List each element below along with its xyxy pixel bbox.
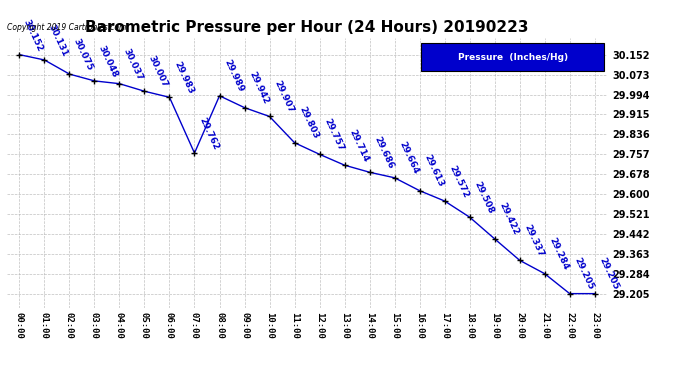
Text: 30.075: 30.075 [72,37,95,72]
Text: 29.942: 29.942 [247,70,270,106]
Text: 29.337: 29.337 [522,223,545,258]
Text: 29.803: 29.803 [297,105,320,141]
Title: Barometric Pressure per Hour (24 Hours) 20190223: Barometric Pressure per Hour (24 Hours) … [86,20,529,35]
Text: Copyright 2019 Cartronics.com: Copyright 2019 Cartronics.com [7,22,126,32]
Text: 29.686: 29.686 [372,135,395,170]
Text: 30.007: 30.007 [147,54,170,89]
Text: 29.907: 29.907 [272,79,295,114]
Text: 29.422: 29.422 [497,201,520,237]
Text: 29.714: 29.714 [347,128,370,163]
Text: 30.037: 30.037 [122,46,145,82]
Text: 29.572: 29.572 [447,164,470,199]
Text: 29.989: 29.989 [222,58,245,94]
Text: 29.613: 29.613 [422,153,445,189]
Text: 30.152: 30.152 [22,18,45,53]
Text: 29.284: 29.284 [547,236,570,272]
Text: 30.048: 30.048 [97,44,119,79]
Text: 29.983: 29.983 [172,60,195,95]
Text: 29.664: 29.664 [397,140,420,176]
Text: 30.131: 30.131 [47,23,70,58]
Text: Pressure  (Inches/Hg): Pressure (Inches/Hg) [457,53,568,62]
Text: 29.205: 29.205 [572,256,595,292]
Text: 29.508: 29.508 [472,180,495,215]
Text: 29.757: 29.757 [322,117,345,152]
FancyBboxPatch shape [421,43,604,71]
Text: 29.205: 29.205 [598,256,620,292]
Text: 29.762: 29.762 [197,116,220,151]
